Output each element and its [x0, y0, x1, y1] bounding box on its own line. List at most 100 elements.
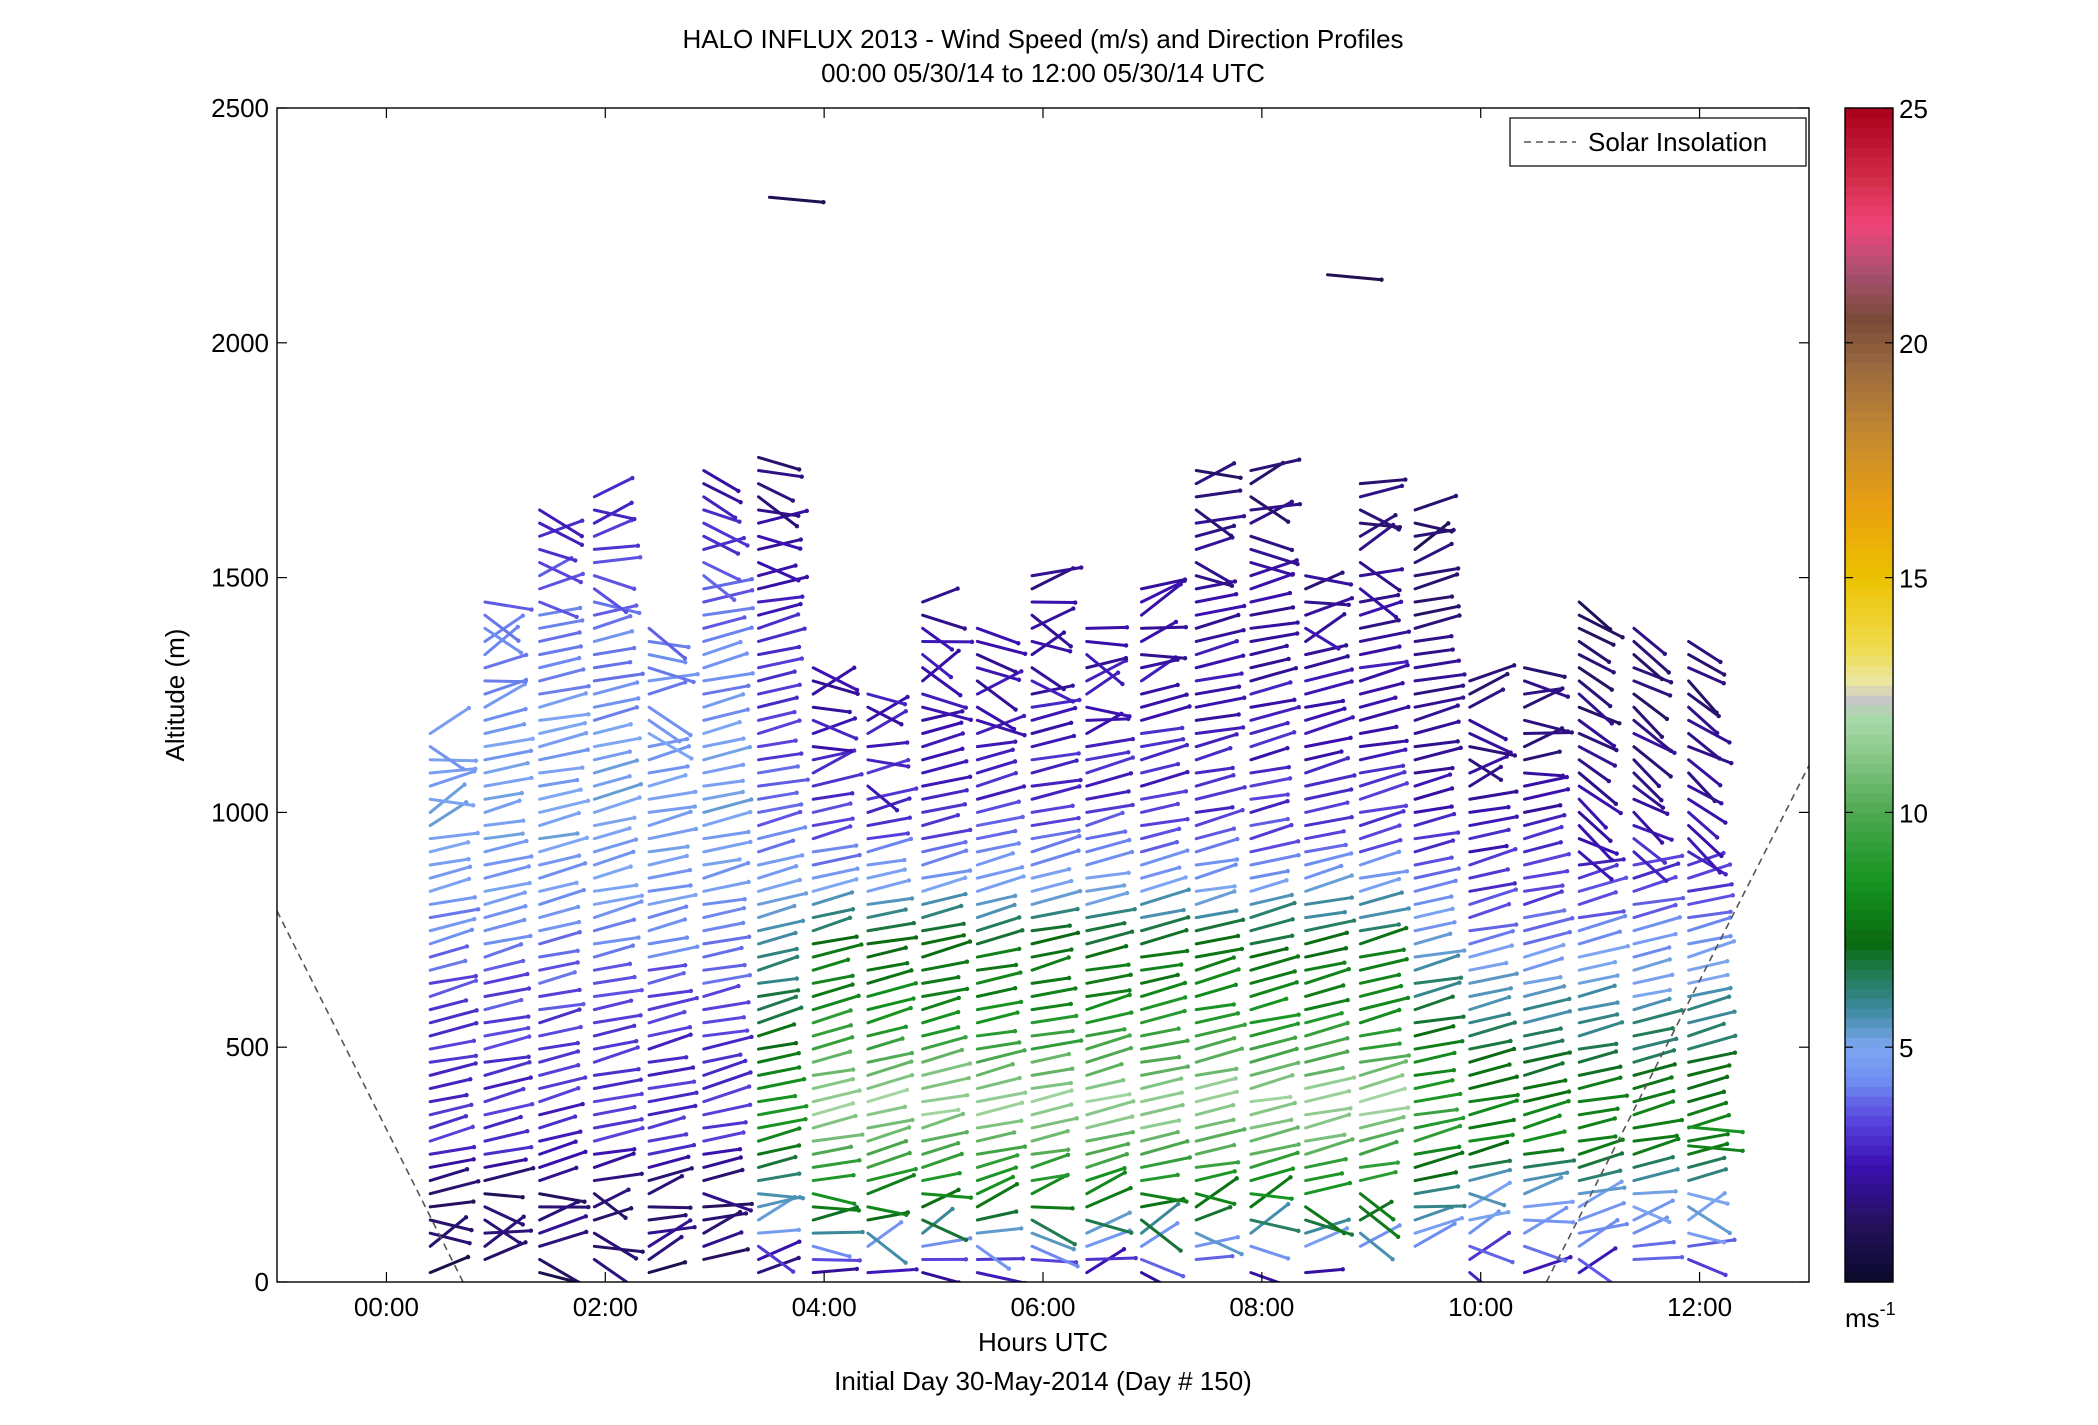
- wind-barb-tip: [797, 718, 802, 723]
- wind-barb-tip: [1723, 820, 1728, 825]
- y-tick-label: 1000: [211, 797, 269, 827]
- wind-barb: [1522, 943, 1565, 959]
- wind-barb-tip: [1019, 865, 1025, 870]
- wind-barb: [921, 1076, 971, 1091]
- wind-barb: [975, 986, 1017, 998]
- wind-barb-tip: [1349, 679, 1354, 684]
- wind-barb: [538, 1271, 580, 1282]
- wind-barb-tip: [1297, 501, 1303, 507]
- wind-barb: [1085, 625, 1129, 630]
- wind-barb: [1358, 1231, 1395, 1261]
- colorbar-band: [1845, 910, 1893, 921]
- wind-barb-tip: [530, 1101, 535, 1107]
- wind-barb-tip: [1400, 1073, 1405, 1078]
- wind-barb: [921, 666, 962, 697]
- wind-barb-tip: [1389, 1199, 1394, 1204]
- wind-barb-tip: [1667, 987, 1672, 993]
- wind-barb: [1304, 574, 1353, 587]
- wind-barb-tip: [909, 1059, 914, 1064]
- wind-barb-tip: [903, 1024, 909, 1030]
- wind-barb: [1413, 1222, 1457, 1248]
- wind-barb: [483, 987, 531, 998]
- wind-barb: [647, 1155, 690, 1169]
- wind-barb-tip: [529, 607, 534, 612]
- wind-barb-tip: [1233, 862, 1238, 867]
- wind-barb: [921, 1188, 961, 1209]
- wind-barb-tip: [1350, 1137, 1355, 1142]
- wind-barb-tip: [1340, 698, 1346, 704]
- wind-barb-tip: [904, 960, 910, 966]
- wind-barb-tip: [1077, 888, 1083, 894]
- wind-barb-tip: [745, 860, 751, 866]
- wind-barb: [756, 1240, 801, 1261]
- wind-barb-tip: [1076, 815, 1081, 821]
- wind-barb-tip: [694, 995, 699, 1001]
- wind-barb-tip: [586, 1204, 591, 1210]
- wind-barb-tip: [1129, 929, 1135, 934]
- wind-barb-tip: [634, 603, 639, 608]
- wind-barb: [647, 996, 699, 1012]
- wind-barb-tip: [857, 1158, 862, 1163]
- wind-barb-tip: [1285, 720, 1290, 726]
- wind-barb: [647, 854, 689, 867]
- wind-barb-tip: [1181, 907, 1186, 913]
- wind-barb-tip: [1510, 928, 1515, 934]
- wind-barb-tip: [581, 667, 586, 672]
- wind-barb-tip: [1339, 749, 1344, 754]
- wind-barb-tip: [799, 656, 805, 661]
- wind-barb: [1632, 854, 1684, 867]
- wind-barb: [811, 1257, 862, 1262]
- wind-barb: [1413, 634, 1453, 643]
- wind-barb-tip: [1668, 680, 1674, 685]
- wind-barb-tip: [1122, 1165, 1127, 1171]
- wind-barb: [1468, 755, 1509, 775]
- wind-barb: [921, 869, 972, 880]
- wind-barb-tip: [684, 853, 689, 859]
- wind-barb: [1194, 561, 1232, 584]
- wind-barb: [702, 880, 751, 893]
- wind-barb: [1577, 626, 1615, 647]
- wind-barb-tip: [960, 1111, 966, 1117]
- wind-barb: [1413, 542, 1454, 565]
- wind-barb-tip: [1558, 1026, 1563, 1031]
- wind-barb: [1468, 1021, 1517, 1038]
- colorbar-band: [1845, 1252, 1893, 1264]
- wind-barb-tip: [1180, 725, 1185, 731]
- wind-barb-tip: [964, 959, 970, 964]
- wind-barb-tip: [577, 987, 582, 993]
- wind-barb: [1304, 1011, 1344, 1025]
- wind-barb-tip: [580, 618, 585, 623]
- wind-barb: [1304, 843, 1348, 854]
- wind-barb-tip: [1507, 1167, 1513, 1173]
- wind-barb-tip: [466, 705, 472, 711]
- wind-barb-tip: [582, 1199, 587, 1204]
- wind-barb-tip: [962, 875, 968, 880]
- wind-barb: [756, 645, 801, 657]
- wind-barb-tip: [1011, 726, 1017, 732]
- wind-barb: [702, 1230, 743, 1248]
- wind-barb: [866, 816, 912, 828]
- wind-barb: [1577, 1151, 1624, 1169]
- wind-barb: [756, 696, 799, 709]
- wind-barb-tip: [1614, 1012, 1620, 1017]
- wind-barb-tip: [1462, 948, 1467, 953]
- wind-barb: [1249, 934, 1294, 946]
- wind-barb-tip: [1668, 748, 1674, 754]
- wind-barb: [1687, 863, 1732, 880]
- wind-barb-tip: [1289, 1196, 1294, 1201]
- wind-barb: [1249, 644, 1289, 657]
- wind-barb: [1194, 524, 1236, 538]
- colorbar-band: [1845, 313, 1893, 324]
- wind-barb: [1413, 604, 1461, 617]
- colorbar-band: [1845, 606, 1893, 618]
- wind-barb-tip: [1621, 857, 1626, 862]
- wind-barb: [1194, 1036, 1236, 1051]
- wind-barb: [1468, 986, 1513, 998]
- wind-barb: [1085, 639, 1128, 647]
- wind-barb-tip: [530, 1165, 536, 1171]
- wind-barb: [921, 721, 963, 736]
- wind-barb: [756, 791, 799, 801]
- colorbar-band: [1845, 1105, 1893, 1117]
- wind-barb: [1358, 660, 1409, 670]
- wind-barb-tip: [791, 1022, 797, 1027]
